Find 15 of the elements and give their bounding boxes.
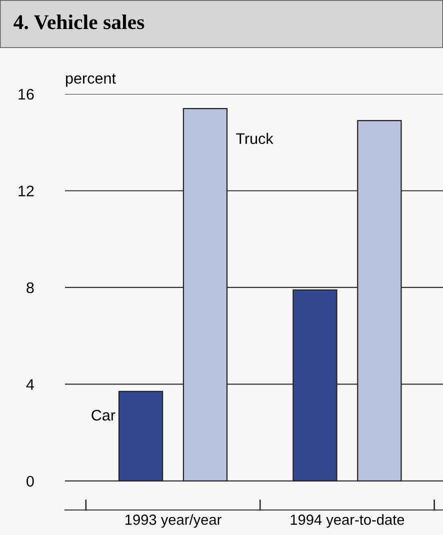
y-tick-label: 0 xyxy=(26,476,34,487)
bar xyxy=(118,390,164,482)
bar xyxy=(292,289,338,482)
y-tick-label: 16 xyxy=(18,88,34,100)
bar xyxy=(357,120,402,482)
chart-title: 4. Vehicle sales xyxy=(14,14,144,30)
bar xyxy=(182,108,228,482)
y-tick-label: 4 xyxy=(26,379,34,390)
y-tick-label: 8 xyxy=(26,282,34,294)
x-tick-label: 1994 year-to-date xyxy=(290,514,404,528)
x-tick-label: 1993 year/year xyxy=(125,514,222,528)
y-axis-title: percent xyxy=(66,74,116,87)
series-label: Car xyxy=(92,410,116,421)
y-tick-label: 12 xyxy=(18,186,34,196)
series-label: Truck xyxy=(236,132,274,144)
